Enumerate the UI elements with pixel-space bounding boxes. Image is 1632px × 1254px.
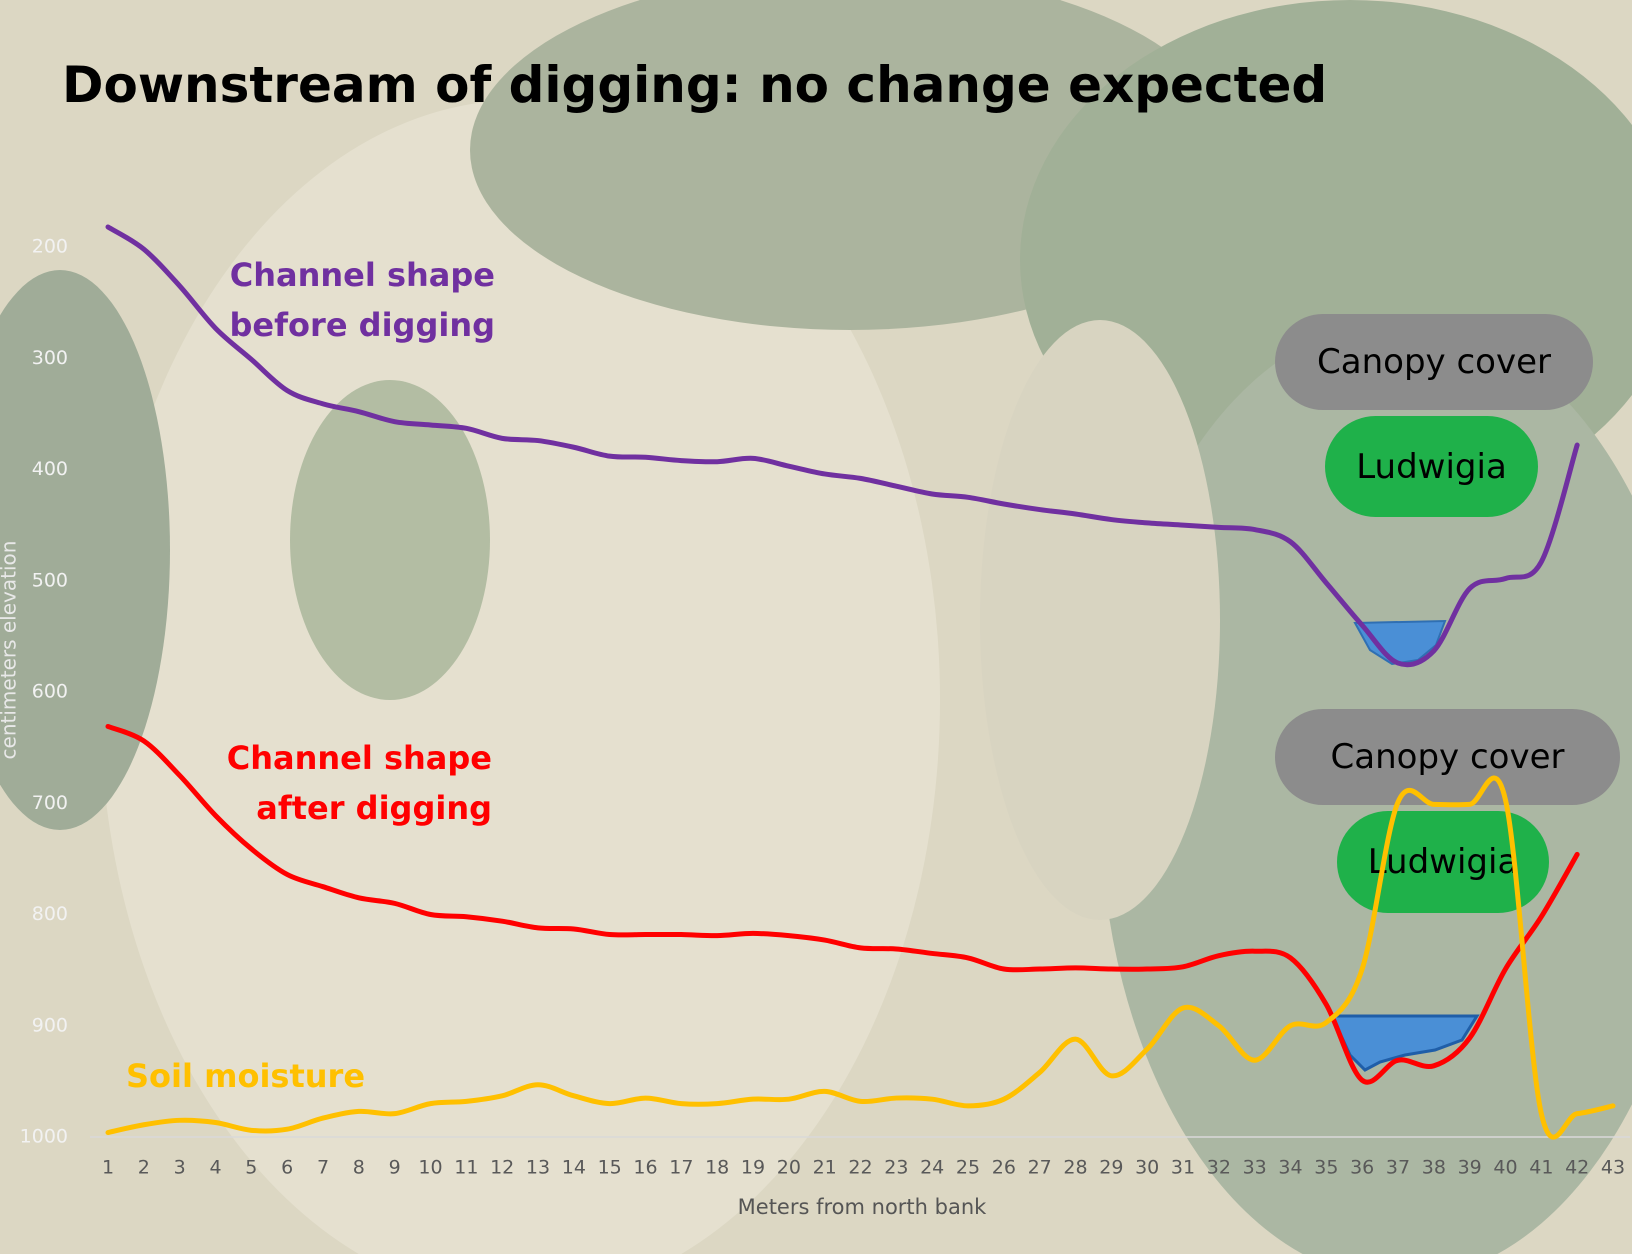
x-tick-label: 15 xyxy=(598,1157,622,1179)
x-tick-label: 39 xyxy=(1458,1157,1482,1179)
y-tick-label: 500 xyxy=(32,569,68,591)
callout: Canopy cover xyxy=(1275,314,1593,410)
y-tick-label: 300 xyxy=(32,347,68,369)
chart-title: Downstream of digging: no change expecte… xyxy=(62,56,1328,114)
series-label: Channel shape after digging xyxy=(226,739,492,827)
x-tick-label: 34 xyxy=(1278,1157,1302,1179)
x-tick-label: 18 xyxy=(705,1157,729,1179)
x-tick-label: 25 xyxy=(956,1157,980,1179)
y-tick-label: 1000 xyxy=(20,1126,68,1148)
y-tick-label: 400 xyxy=(32,458,68,480)
x-tick-label: 24 xyxy=(920,1157,944,1179)
y-tick-label: 800 xyxy=(32,903,68,925)
x-tick-label: 40 xyxy=(1493,1157,1517,1179)
x-tick-label: 14 xyxy=(562,1157,586,1179)
x-tick-label: 33 xyxy=(1243,1157,1267,1179)
x-tick-label: 12 xyxy=(490,1157,514,1179)
x-tick-label: 6 xyxy=(281,1157,293,1179)
x-tick-label: 36 xyxy=(1350,1157,1374,1179)
series-label: Soil moisture xyxy=(126,1057,366,1095)
x-tick-label: 23 xyxy=(884,1157,908,1179)
x-axis-label: Meters from north bank xyxy=(738,1195,988,1219)
y-tick-label: 700 xyxy=(32,792,68,814)
x-tick-label: 26 xyxy=(992,1157,1016,1179)
y-axis-label: centimeters elevation xyxy=(0,541,21,760)
y-tick-label: 200 xyxy=(32,236,68,258)
callout: Canopy cover xyxy=(1275,709,1620,805)
x-tick-label: 4 xyxy=(209,1157,221,1179)
x-tick-label: 20 xyxy=(777,1157,801,1179)
series-line xyxy=(105,224,1580,668)
x-tick-label: 41 xyxy=(1529,1157,1553,1179)
x-tick-label: 10 xyxy=(418,1157,442,1179)
callout: Ludwigia xyxy=(1325,416,1538,517)
x-tick-label: 42 xyxy=(1565,1157,1589,1179)
x-tick-label: 3 xyxy=(174,1157,186,1179)
x-tick-label: 17 xyxy=(669,1157,693,1179)
series-line xyxy=(105,723,1580,1085)
series-line xyxy=(105,775,1616,1140)
x-tick-label: 43 xyxy=(1601,1157,1625,1179)
x-tick-label: 30 xyxy=(1135,1157,1159,1179)
x-tick-label: 21 xyxy=(813,1157,837,1179)
x-tick-label: 11 xyxy=(454,1157,478,1179)
x-tick-label: 22 xyxy=(848,1157,872,1179)
x-tick-label: 7 xyxy=(317,1157,329,1179)
series-label: Channel shape before digging xyxy=(229,256,495,344)
x-tick-label: 32 xyxy=(1207,1157,1231,1179)
water xyxy=(1329,1014,1480,1072)
x-tick-label: 35 xyxy=(1314,1157,1338,1179)
y-tick-label: 600 xyxy=(32,681,68,703)
x-tick-label: 29 xyxy=(1099,1157,1123,1179)
x-tick-label: 2 xyxy=(138,1157,150,1179)
x-tick-label: 1 xyxy=(102,1157,114,1179)
x-tick-label: 31 xyxy=(1171,1157,1195,1179)
x-tick-label: 27 xyxy=(1028,1157,1052,1179)
x-tick-label: 5 xyxy=(245,1157,257,1179)
x-tick-label: 37 xyxy=(1386,1157,1410,1179)
x-tick-label: 28 xyxy=(1063,1157,1087,1179)
x-tick-label: 38 xyxy=(1422,1157,1446,1179)
x-tick-label: 16 xyxy=(633,1157,657,1179)
x-tick-label: 19 xyxy=(741,1157,765,1179)
y-tick-label: 900 xyxy=(32,1014,68,1036)
water xyxy=(1353,619,1447,666)
x-tick-label: 8 xyxy=(353,1157,365,1179)
x-tick-label: 13 xyxy=(526,1157,550,1179)
x-tick-label: 9 xyxy=(389,1157,401,1179)
